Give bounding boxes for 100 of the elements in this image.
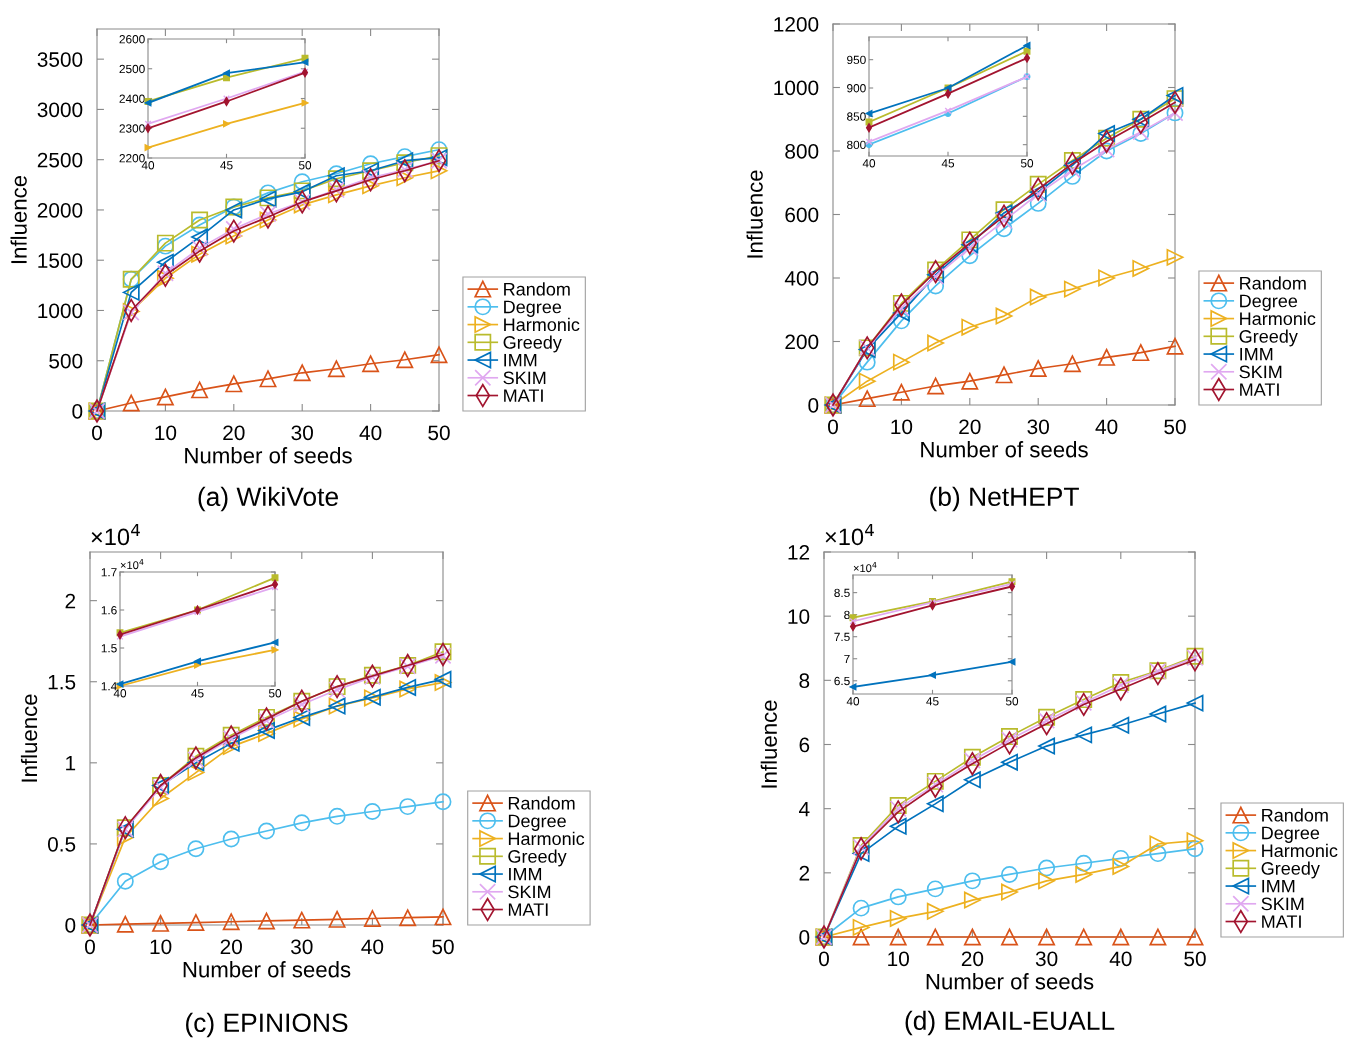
x-tick-label: 50: [298, 161, 312, 170]
x-tick-label: 30: [1027, 419, 1049, 435]
y-tick-label: 1.6: [101, 606, 117, 615]
x-tick-label: 0: [85, 939, 95, 955]
y-tick-label: 800: [785, 144, 819, 159]
y-tick-label: 0: [65, 918, 76, 933]
legend-label: Degree: [1262, 826, 1320, 843]
y-tick-label: 0.5: [47, 836, 76, 852]
legend-label: IMM: [509, 867, 542, 881]
legend-label: Degree: [1240, 294, 1298, 311]
x-tick-label: 45: [220, 161, 233, 170]
x-tick-label: 50: [1164, 419, 1186, 435]
y-tick-label: 4: [799, 801, 810, 817]
y-tick-label: 600: [785, 207, 819, 223]
y-axis-title: Influence: [746, 170, 763, 258]
text: ×10$^{4}$: [825, 523, 874, 546]
x-tick-label: 40: [141, 161, 155, 170]
legend-label: SKIM: [508, 885, 551, 899]
x-tick-label: 40: [862, 159, 876, 168]
x-tick-label: 40: [1109, 951, 1132, 967]
x-axis-title: Number of seeds: [926, 973, 1094, 990]
x-tick-label: 20: [961, 951, 984, 967]
x-tick-label: 10: [888, 951, 909, 967]
y-tick-label: 1500: [38, 253, 83, 268]
y-tick-label: 800: [847, 140, 866, 150]
y-tick-label: 6.5: [834, 676, 850, 686]
x-tick-label: 50: [268, 689, 282, 698]
y-tick-label: 8.5: [834, 588, 850, 598]
y-tick-label: 2300: [119, 124, 145, 133]
annotation: ×10$^{4}$: [853, 562, 877, 573]
x-tick-label: 0: [819, 951, 829, 967]
x-tick-label: 50: [432, 939, 454, 955]
x-axis-title: Number of seeds: [921, 441, 1088, 458]
x-tick-label: 45: [941, 159, 955, 168]
y-tick-label: 2: [65, 593, 76, 609]
y-tick-label: 2: [799, 865, 810, 881]
x-tick-label: 40: [1095, 419, 1118, 435]
legend-label: Harmonic: [1262, 843, 1338, 858]
legend-label: Random: [1240, 276, 1306, 290]
y-tick-label: 1.4: [101, 682, 117, 691]
y-tick-label: 7: [844, 654, 850, 664]
legend-label: Greedy: [508, 849, 567, 867]
y-tick-label: 2500: [119, 64, 145, 74]
legend-label: Greedy: [503, 335, 562, 353]
legend-label: SKIM: [1239, 365, 1282, 379]
text: (a) WikiVote: [198, 486, 338, 512]
y-tick-label: 2200: [119, 154, 145, 163]
x-tick-label: 10: [891, 419, 913, 435]
y-tick-label: 12: [788, 545, 810, 560]
x-tick-label: 50: [1184, 951, 1206, 967]
y-tick-label: 7.5: [834, 632, 850, 642]
y-tick-label: 1.7: [101, 568, 117, 577]
legend-label: Harmonic: [1240, 311, 1316, 326]
x-tick-label: 20: [220, 939, 242, 955]
x-tick-label: 50: [428, 425, 450, 441]
x-tick-label: 30: [291, 425, 313, 441]
y-tick-label: 900: [847, 84, 866, 93]
legend-label: Greedy: [1261, 861, 1320, 879]
y-tick-label: 2500: [37, 152, 83, 168]
x-tick-label: 40: [846, 697, 860, 706]
y-tick-label: 1200: [774, 17, 819, 32]
y-tick-label: 8: [844, 610, 850, 620]
x-axis-title: Number of seeds: [183, 961, 351, 978]
legend-label: Degree: [504, 300, 562, 317]
x-tick-label: 45: [926, 697, 939, 706]
y-axis-title: Influence: [10, 175, 27, 264]
y-tick-label: 6: [799, 737, 810, 753]
legend-label: Harmonic: [504, 317, 580, 332]
y-tick-label: 2000: [37, 202, 83, 218]
y-tick-label: 2600: [119, 35, 145, 44]
y-tick-label: 0: [808, 398, 819, 413]
y-tick-label: 1000: [774, 80, 819, 96]
x-tick-label: 50: [1020, 159, 1034, 168]
legend-label: Random: [508, 796, 575, 810]
legend-label: Random: [1262, 808, 1328, 822]
y-tick-label: 400: [784, 271, 819, 286]
x-tick-label: 40: [361, 939, 384, 955]
y-tick-label: 8: [799, 673, 810, 689]
legend-label: SKIM: [1261, 897, 1304, 911]
y-tick-label: 1000: [38, 303, 83, 319]
text: ×10$^{4}$: [91, 523, 140, 546]
legend-label: IMM: [1262, 879, 1295, 893]
x-axis-title: Number of seeds: [185, 447, 352, 464]
x-tick-label: 40: [113, 689, 127, 698]
x-tick-label: 45: [191, 689, 204, 698]
legend-label: MATI: [1240, 383, 1279, 396]
legend-label: IMM: [504, 353, 537, 367]
y-tick-label: 850: [847, 112, 866, 121]
x-tick-label: 10: [155, 425, 177, 441]
annotation: ×10$^{4}$: [120, 559, 144, 570]
text: (c) EPINIONS: [186, 1012, 348, 1038]
x-tick-label: 50: [1005, 697, 1019, 706]
legend-label: Harmonic: [508, 831, 585, 846]
y-tick-label: 2400: [119, 94, 145, 103]
legend-label: Degree: [508, 814, 566, 831]
y-tick-label: 0: [72, 404, 83, 419]
legend-label: Random: [504, 282, 570, 296]
legend-label: Greedy: [1239, 329, 1298, 347]
x-tick-label: 30: [291, 939, 313, 955]
legend-label: IMM: [1240, 347, 1273, 361]
